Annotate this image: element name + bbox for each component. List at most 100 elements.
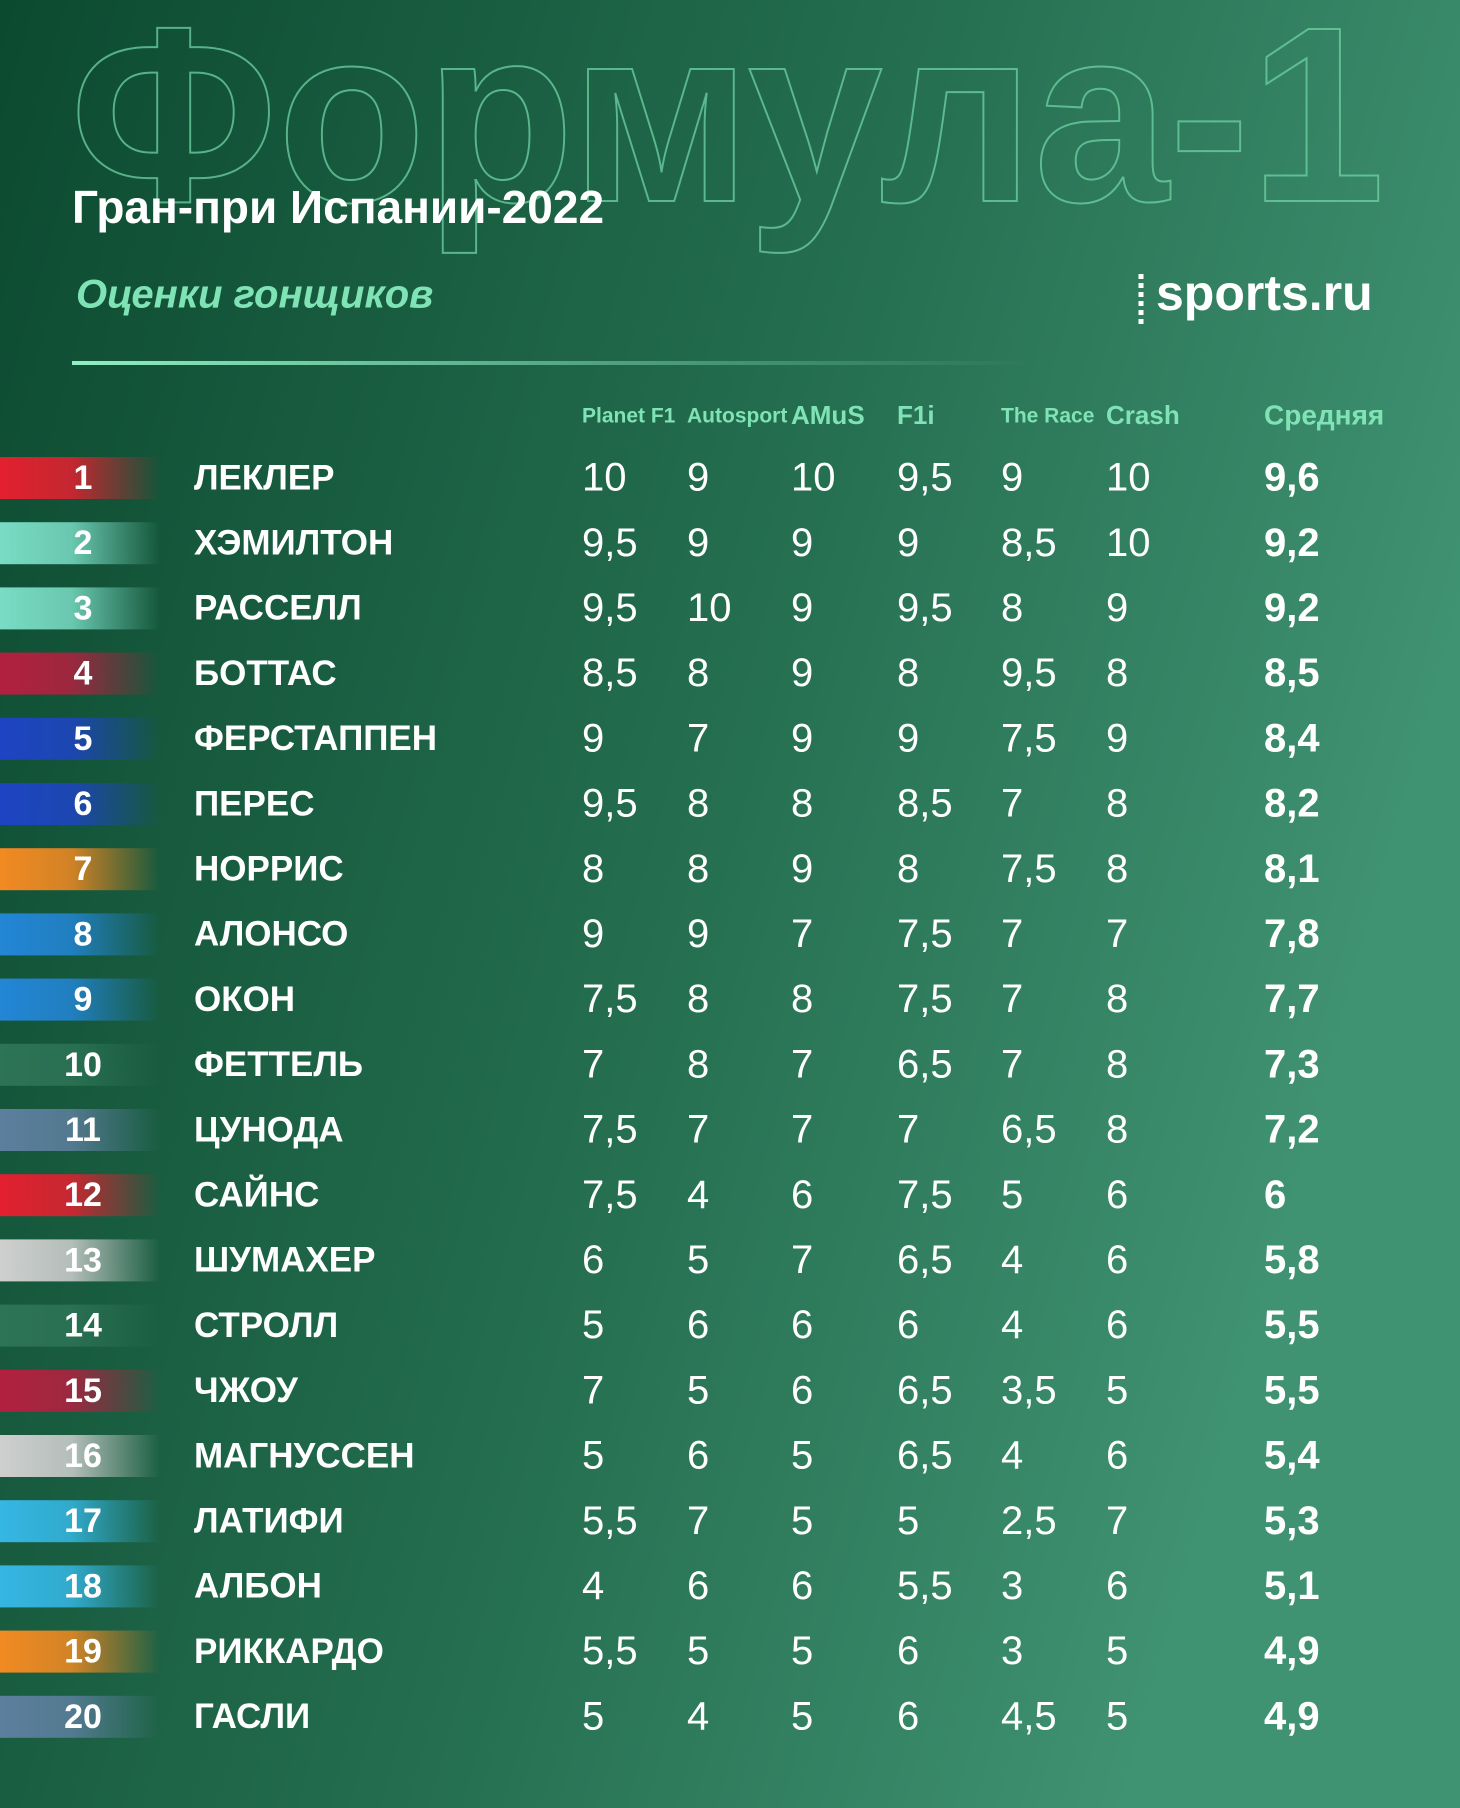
average: 8,1 [1264, 847, 1320, 891]
score: 5,5 [582, 1629, 638, 1673]
table-row: 13 ШУМАХЕР 6 5 7 6,5 4 6 5,8 [0, 1238, 1320, 1282]
score: 5 [582, 1434, 604, 1478]
position-bar [0, 848, 160, 891]
table-row: 12 САЙНС 7,5 4 6 7,5 5 6 6 [0, 1173, 1286, 1217]
position: 4 [74, 655, 93, 693]
score: 8 [1106, 1042, 1128, 1086]
table-row: 15 ЧЖОУ 7 5 6 6,5 3,5 5 5,5 [0, 1368, 1320, 1412]
score: 4 [582, 1564, 604, 1608]
score: 7,5 [897, 977, 953, 1021]
score: 6 [1106, 1434, 1128, 1478]
score: 9 [582, 912, 604, 956]
average: 5,3 [1264, 1499, 1320, 1543]
position-bar [0, 1109, 160, 1151]
score: 10 [582, 456, 627, 500]
score: 6 [791, 1368, 813, 1412]
position: 2 [74, 524, 93, 562]
score: 9 [897, 521, 919, 565]
score: 7 [687, 1499, 709, 1543]
score: 8 [1106, 651, 1128, 695]
score: 4 [687, 1173, 709, 1217]
table-row: 4 БОТТАС 8,5 8 9 8 9,5 8 8,5 [0, 651, 1320, 695]
score: 8 [687, 847, 709, 891]
position: 9 [74, 981, 93, 1019]
logo: sports.ru [1156, 265, 1373, 321]
score: 7,5 [582, 1173, 638, 1217]
score: 6 [791, 1173, 813, 1217]
table-row: 5 ФЕРСТАППЕН 9 7 9 9 7,5 9 8,4 [0, 716, 1320, 760]
driver-name: ЛАТИФИ [194, 1501, 344, 1540]
position: 11 [65, 1111, 101, 1149]
position-bar [0, 652, 160, 695]
average: 5,4 [1264, 1434, 1320, 1478]
position-bar [0, 1630, 160, 1673]
table-row: 6 ПЕРЕС 9,5 8 8 8,5 7 8 8,2 [0, 782, 1320, 826]
score: 9 [687, 456, 709, 500]
score: 9 [791, 651, 813, 695]
driver-name: РИККАРДО [194, 1632, 384, 1671]
position-bar [0, 1695, 160, 1738]
average: 9,6 [1264, 456, 1320, 500]
average: 7,3 [1264, 1042, 1320, 1086]
driver-name: АЛБОН [194, 1567, 322, 1606]
score: 8 [1106, 782, 1128, 826]
score: 8 [1106, 977, 1128, 1021]
position: 15 [64, 1372, 102, 1410]
score: 4 [687, 1694, 709, 1738]
score: 6 [791, 1564, 813, 1608]
driver-name: ЦУНОДА [194, 1110, 344, 1149]
score: 9,5 [582, 782, 638, 826]
position: 3 [74, 589, 93, 627]
score: 7 [1106, 912, 1128, 956]
background-title: Формула-1 [70, 0, 1385, 254]
column-header: Crash [1106, 400, 1180, 430]
score: 8 [687, 1042, 709, 1086]
score: 8 [687, 977, 709, 1021]
table-row: 17 ЛАТИФИ 5,5 7 5 5 2,5 7 5,3 [0, 1499, 1320, 1543]
score: 5 [1106, 1368, 1128, 1412]
driver-name: БОТТАС [194, 654, 337, 693]
score: 4 [1001, 1238, 1023, 1282]
score: 9 [1106, 716, 1128, 760]
average: 7,7 [1264, 977, 1320, 1021]
column-header: Средняя [1264, 399, 1384, 430]
score: 9,5 [897, 586, 953, 630]
score: 5 [897, 1499, 919, 1543]
table-row: 11 ЦУНОДА 7,5 7 7 7 6,5 8 7,2 [0, 1108, 1320, 1152]
score: 5,5 [897, 1564, 953, 1608]
score: 5 [687, 1629, 709, 1673]
driver-name: ХЭМИЛТОН [194, 523, 393, 562]
score: 7,5 [897, 1173, 953, 1217]
column-header: Planet F1 [582, 405, 676, 428]
position-bar [0, 1304, 160, 1347]
score: 8,5 [897, 782, 953, 826]
score: 7 [687, 1108, 709, 1152]
score: 3,5 [1001, 1368, 1057, 1412]
position: 20 [64, 1698, 102, 1736]
table-row: 10 ФЕТТЕЛЬ 7 8 7 6,5 7 8 7,3 [0, 1042, 1320, 1086]
position-bar [0, 978, 160, 1021]
score: 5 [791, 1694, 813, 1738]
score: 7,5 [897, 912, 953, 956]
score: 9,5 [582, 586, 638, 630]
score: 8,5 [582, 651, 638, 695]
position-bar [0, 717, 160, 760]
score: 6 [897, 1303, 919, 1347]
driver-name: ЧЖОУ [194, 1371, 299, 1410]
average: 6 [1264, 1173, 1286, 1217]
score: 5 [791, 1629, 813, 1673]
driver-name: САЙНС [194, 1174, 319, 1214]
position-bar [0, 1435, 160, 1477]
score: 10 [687, 586, 732, 630]
score: 6 [687, 1564, 709, 1608]
score: 8 [1106, 1108, 1128, 1152]
score: 3 [1001, 1564, 1023, 1608]
driver-name: НОРРИС [194, 849, 344, 888]
position-bar [0, 913, 160, 956]
score: 5 [582, 1694, 604, 1738]
table-row: 20 ГАСЛИ 5 4 5 6 4,5 5 4,9 [0, 1694, 1320, 1738]
score: 5 [1106, 1694, 1128, 1738]
score: 6,5 [897, 1368, 953, 1412]
score: 8 [897, 847, 919, 891]
